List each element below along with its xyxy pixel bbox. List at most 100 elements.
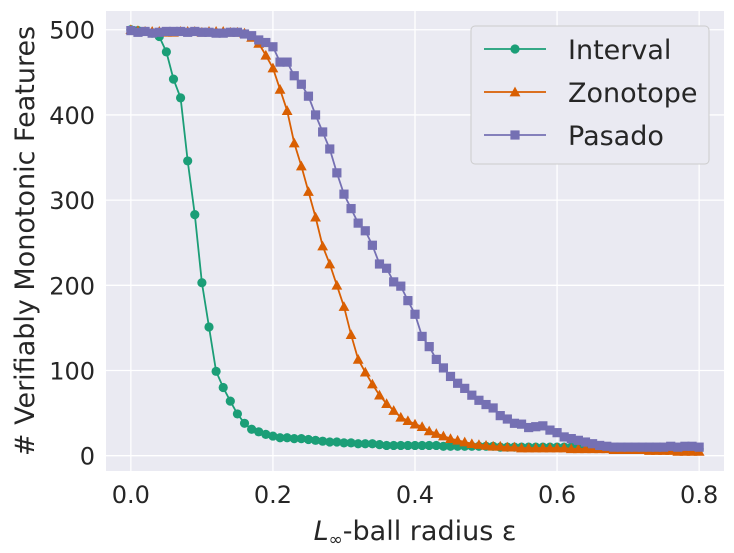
data-point-zonotope [501,441,513,452]
data-point-zonotope [366,378,378,389]
data-point-zonotope [345,329,357,340]
data-point-pasado [254,35,264,45]
data-point-zonotope [274,83,286,94]
legend-label-interval: Interval [568,35,671,66]
data-point-pasado [488,403,498,413]
data-point-zonotope [388,405,400,415]
data-point-pasado [410,309,420,319]
legend: Interval Zonotope Pasado [470,25,710,165]
data-point-interval [381,440,392,451]
data-point-pasado [175,26,186,37]
y-tick-labels: 0 100 200 300 400 500 [49,17,95,471]
data-point-interval [296,434,306,444]
data-point-zonotope [260,49,272,60]
data-point-zonotope [438,430,449,441]
legend-marker-zonotope [509,86,521,97]
data-point-interval [374,439,385,450]
data-point-interval [218,382,228,393]
data-point-interval [161,47,171,57]
data-point-interval [211,366,221,376]
data-point-interval [389,440,399,451]
y-tick-label: 300 [49,187,95,215]
data-point-zonotope [295,160,307,171]
data-point-zonotope [530,442,542,453]
data-point-pasado [552,428,562,438]
data-point-pasado [126,25,136,36]
data-point-zonotope [281,105,293,115]
data-point-zonotope [324,258,336,269]
data-point-pasado [538,421,548,431]
data-point-interval [318,436,328,446]
data-point-interval [190,209,200,220]
data-point-pasado [310,110,321,120]
data-point-interval [403,440,413,451]
data-point-pasado [467,390,477,400]
data-point-pasado [232,27,243,37]
y-tick-label: 0 [80,443,95,471]
data-point-pasado [502,414,512,424]
data-point-pasado [211,28,221,38]
data-point-zonotope [452,434,464,445]
data-point-zonotope [374,389,385,400]
data-point-zonotope [395,411,407,422]
x-tick-label: 0.0 [112,481,150,509]
data-point-pasado [659,442,669,452]
data-point-pasado [367,240,377,250]
x-axis-label: L∞-ball radius ε [314,516,517,550]
x-tick-label: 0.8 [680,481,718,509]
data-point-zonotope [359,366,371,377]
data-point-pasado [474,395,484,405]
data-point-pasado [147,28,157,38]
data-point-pasado [140,26,150,37]
data-point-zonotope [480,440,492,450]
data-point-pasado [168,26,179,37]
data-point-pasado [644,442,655,452]
data-point-pasado [424,342,434,352]
data-point-interval [424,440,434,451]
data-point-pasado [289,71,299,81]
data-point-pasado [360,226,370,236]
data-point-zonotope [430,428,442,438]
data-point-interval [325,437,335,447]
data-point-pasado [133,27,143,37]
data-point-interval [247,424,257,434]
legend-label-zonotope: Zonotope [568,78,698,109]
data-point-pasado [417,331,427,342]
data-point-interval [232,409,243,419]
x-tick-label: 0.6 [538,481,576,509]
data-point-zonotope [572,443,584,454]
data-point-interval [346,438,356,448]
series-group [125,24,705,456]
data-point-pasado [374,259,385,269]
series-pasado [126,25,704,452]
data-point-pasado [261,37,271,48]
data-point-zonotope [558,442,570,453]
data-point-interval [339,438,349,448]
data-point-pasado [616,442,626,452]
legend-marker-interval [510,44,520,54]
data-point-zonotope [423,425,435,436]
data-point-zonotope [487,440,499,451]
data-point-interval [183,156,193,166]
data-point-zonotope [381,398,392,409]
data-point-pasado [673,442,683,452]
data-point-zonotope [509,441,520,452]
data-point-interval [175,93,186,103]
legend-box [470,25,710,165]
data-point-pasado [396,281,406,291]
data-point-interval [353,439,363,449]
data-point-zonotope [523,442,535,453]
y-tick-label: 200 [49,272,95,300]
data-point-zonotope [494,440,506,451]
data-point-pasado [318,127,328,137]
data-point-zonotope [551,442,563,453]
data-point-interval [303,434,314,445]
data-point-pasado [524,422,534,433]
data-point-interval [431,440,441,451]
data-point-pasado [303,91,314,101]
data-point-zonotope [409,418,421,429]
data-point-pasado [282,57,292,67]
data-point-pasado [190,26,200,37]
data-point-pasado [218,28,228,38]
data-point-interval [225,396,235,406]
